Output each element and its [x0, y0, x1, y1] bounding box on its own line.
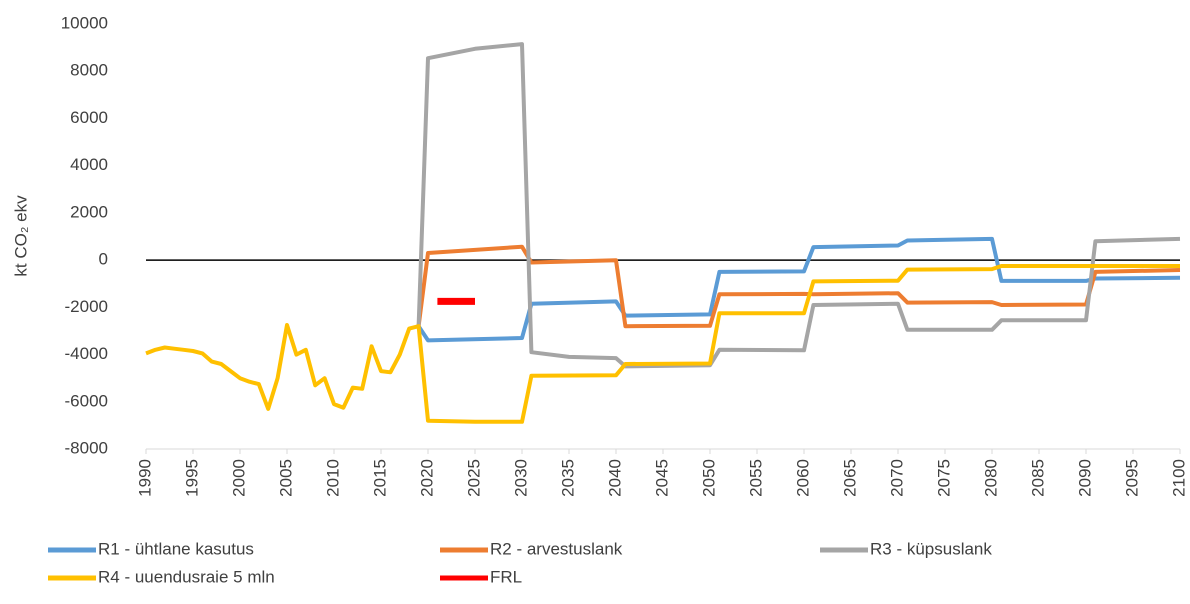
x-tick-label: 2015 — [370, 459, 389, 497]
x-tick-label: 2060 — [793, 459, 812, 497]
x-tick-label: 2010 — [323, 459, 342, 497]
x-tick-label: 1990 — [135, 459, 154, 497]
x-tick-label: 2045 — [652, 459, 671, 497]
x-tick-label: 2065 — [840, 459, 859, 497]
x-tick-label: 1995 — [182, 459, 201, 497]
x-tick-label: 2075 — [934, 459, 953, 497]
y-axis-label: kt CO₂ ekv — [11, 195, 30, 277]
y-tick-label: 10000 — [61, 13, 108, 32]
y-tick-label: 6000 — [70, 108, 108, 127]
x-tick-label: 2085 — [1028, 459, 1047, 497]
series-line — [416, 236, 1181, 343]
legend-label: FRL — [490, 567, 522, 586]
x-tick-label: 2080 — [981, 459, 1000, 497]
legend-label: R4 - uuendusraie 5 mln — [98, 567, 275, 586]
y-tick-label: -8000 — [65, 438, 108, 457]
series-line — [145, 264, 1180, 424]
x-tick-label: 2055 — [746, 459, 765, 497]
y-tick-label: -4000 — [65, 344, 108, 363]
series-line — [416, 42, 1181, 369]
legend-label: R2 - arvestuslank — [490, 539, 623, 558]
y-tick-label: -2000 — [65, 297, 108, 316]
y-tick-label: 4000 — [70, 155, 108, 174]
x-tick-label: 2005 — [276, 459, 295, 497]
x-tick-label: 2100 — [1169, 459, 1188, 497]
x-tick-label: 2090 — [1075, 459, 1094, 497]
x-tick-label: 2070 — [887, 459, 906, 497]
x-tick-label: 2030 — [511, 459, 530, 497]
x-tick-label: 2025 — [464, 459, 483, 497]
legend-label: R1 - ühtlane kasutus — [98, 539, 254, 558]
x-tick-label: 2000 — [229, 459, 248, 497]
y-tick-label: 2000 — [70, 202, 108, 221]
x-tick-label: 2040 — [605, 459, 624, 497]
y-tick-label: 8000 — [70, 61, 108, 80]
y-tick-label: -6000 — [65, 391, 108, 410]
x-tick-label: 2050 — [699, 459, 718, 497]
legend-label: R3 - küpsuslank — [870, 539, 992, 558]
x-tick-label: 2035 — [558, 459, 577, 497]
y-tick-label: 0 — [99, 250, 108, 269]
x-tick-label: 2020 — [417, 459, 436, 497]
x-tick-label: 2095 — [1122, 459, 1141, 497]
